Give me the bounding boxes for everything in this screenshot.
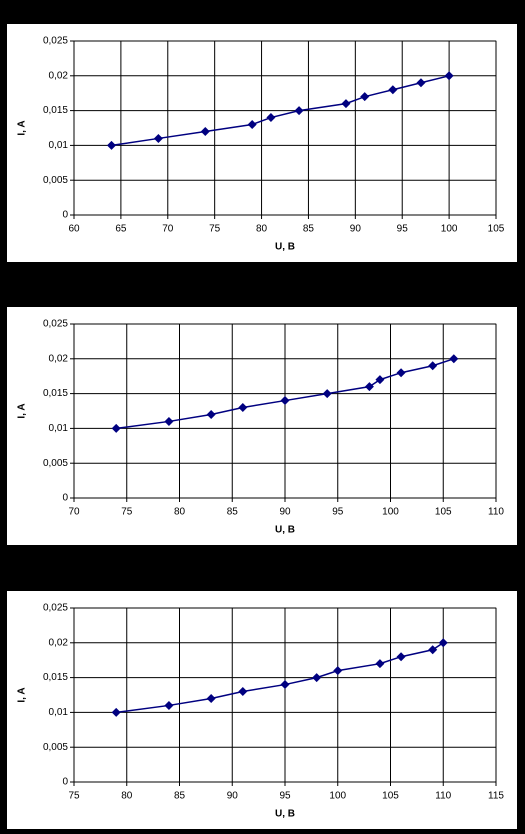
data-point bbox=[396, 652, 406, 662]
y-tick-label: 0,025 bbox=[43, 603, 68, 614]
data-point bbox=[266, 113, 276, 123]
data-point bbox=[294, 106, 304, 116]
data-point bbox=[200, 126, 210, 136]
x-tick-label: 90 bbox=[279, 507, 291, 518]
y-axis-title: I, A bbox=[17, 120, 28, 135]
y-tick-label: 0,02 bbox=[49, 70, 69, 81]
data-point bbox=[111, 423, 121, 433]
x-tick-label: 105 bbox=[488, 224, 505, 235]
data-point bbox=[438, 638, 448, 648]
y-tick-label: 0,015 bbox=[43, 105, 68, 116]
y-tick-label: 0,005 bbox=[43, 458, 68, 469]
x-tick-label: 90 bbox=[227, 791, 239, 802]
x-tick-label: 95 bbox=[279, 791, 291, 802]
data-point bbox=[107, 140, 117, 150]
x-tick-label: 85 bbox=[174, 791, 186, 802]
x-tick-label: 115 bbox=[488, 791, 504, 802]
x-tick-label: 95 bbox=[332, 507, 344, 518]
y-tick-label: 0,015 bbox=[43, 388, 68, 399]
data-point bbox=[364, 382, 374, 392]
x-tick-label: 80 bbox=[174, 507, 186, 518]
x-tick-label: 70 bbox=[68, 507, 80, 518]
y-axis-title: I, A bbox=[17, 687, 28, 702]
x-tick-label: 75 bbox=[209, 224, 221, 235]
x-tick-label: 85 bbox=[227, 507, 239, 518]
data-point bbox=[238, 403, 248, 413]
data-point bbox=[312, 673, 322, 683]
y-tick-label: 0 bbox=[62, 210, 68, 221]
x-tick-label: 100 bbox=[382, 507, 399, 518]
data-point bbox=[360, 92, 370, 102]
x-tick-label: 80 bbox=[256, 224, 268, 235]
plot-area bbox=[73, 40, 497, 216]
data-point bbox=[280, 680, 290, 690]
y-tick-label: 0,005 bbox=[43, 742, 68, 753]
data-point bbox=[280, 396, 290, 406]
y-tick-label: 0 bbox=[62, 493, 68, 504]
x-tick-label: 95 bbox=[397, 224, 409, 235]
x-tick-label: 110 bbox=[435, 791, 451, 802]
data-point bbox=[428, 361, 438, 371]
y-tick-label: 0,025 bbox=[43, 319, 68, 330]
x-axis-title: U, B bbox=[275, 809, 295, 820]
data-point bbox=[341, 99, 351, 109]
data-point bbox=[375, 659, 385, 669]
data-point bbox=[333, 666, 343, 676]
data-point bbox=[449, 354, 459, 364]
data-point bbox=[153, 133, 163, 143]
x-tick-label: 75 bbox=[68, 791, 80, 802]
data-point bbox=[206, 409, 216, 419]
data-point bbox=[238, 687, 248, 697]
y-tick-label: 0 bbox=[62, 777, 68, 788]
y-tick-label: 0,01 bbox=[49, 423, 69, 434]
y-tick-label: 0,005 bbox=[43, 175, 68, 186]
x-tick-label: 75 bbox=[121, 507, 133, 518]
x-tick-label: 90 bbox=[350, 224, 362, 235]
data-point bbox=[388, 85, 398, 95]
x-tick-label: 110 bbox=[488, 507, 504, 518]
y-tick-label: 0,02 bbox=[49, 353, 69, 364]
data-point bbox=[111, 707, 121, 717]
data-point bbox=[322, 389, 332, 399]
x-tick-label: 85 bbox=[303, 224, 315, 235]
x-tick-label: 80 bbox=[121, 791, 133, 802]
data-point bbox=[164, 416, 174, 426]
x-axis-title: U, B bbox=[275, 242, 295, 253]
x-tick-label: 70 bbox=[162, 224, 174, 235]
data-point bbox=[375, 375, 385, 385]
data-point bbox=[206, 693, 216, 703]
y-tick-label: 0,015 bbox=[43, 672, 68, 683]
x-axis-title: U, B bbox=[275, 525, 295, 536]
y-tick-label: 0,01 bbox=[49, 707, 69, 718]
x-tick-label: 60 bbox=[68, 224, 80, 235]
y-axis-title: I, A bbox=[17, 403, 28, 418]
data-point bbox=[444, 71, 454, 81]
x-tick-label: 65 bbox=[115, 224, 127, 235]
data-point bbox=[247, 120, 257, 130]
data-point bbox=[164, 700, 174, 710]
y-tick-label: 0,01 bbox=[49, 140, 69, 151]
data-point bbox=[416, 78, 426, 88]
y-tick-label: 0,025 bbox=[43, 36, 68, 47]
x-tick-label: 105 bbox=[435, 507, 452, 518]
data-point bbox=[428, 645, 438, 655]
data-point bbox=[396, 368, 406, 378]
x-tick-label: 100 bbox=[441, 224, 458, 235]
x-tick-label: 105 bbox=[382, 791, 399, 802]
y-tick-label: 0,02 bbox=[49, 637, 69, 648]
x-tick-label: 100 bbox=[329, 791, 346, 802]
